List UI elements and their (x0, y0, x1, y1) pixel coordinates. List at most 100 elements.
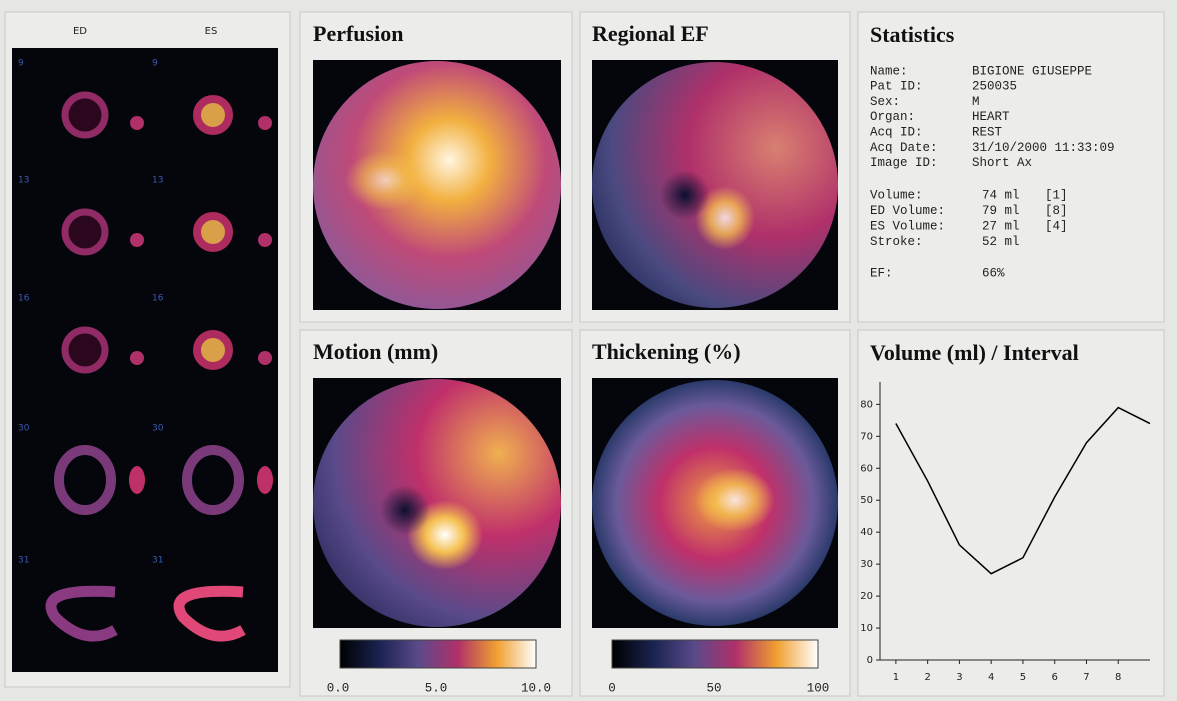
scale-label: 100 (807, 681, 830, 695)
cold-spot (380, 485, 430, 535)
stat-label: Name: (870, 64, 908, 78)
stat-value: 52 ml (982, 235, 1020, 249)
x-tick-label: 6 (1052, 672, 1058, 683)
stat-label: Image ID: (870, 156, 938, 170)
slice-blob (130, 233, 144, 247)
y-tick-label: 20 (860, 591, 873, 602)
stats-panel (857, 11, 1165, 323)
slice-label: 16 (152, 294, 164, 304)
slice-blob (129, 466, 145, 494)
slice-ring (193, 330, 233, 370)
map-title: Regional EF (592, 21, 709, 46)
y-tick-label: 10 (860, 623, 873, 634)
slice-ring (61, 91, 109, 139)
scale-label: 0 (608, 681, 616, 695)
y-tick-label: 40 (860, 527, 873, 538)
stat-label: Pat ID: (870, 80, 923, 94)
x-tick-label: 1 (893, 672, 899, 683)
slice-blob (130, 351, 144, 365)
map-title: Thickening (%) (592, 339, 741, 364)
chart-panel (857, 329, 1165, 697)
slice-label: 31 (18, 556, 29, 566)
chart-title: Volume (ml) / Interval (870, 340, 1079, 365)
volume-line (895, 406, 1151, 575)
stat-label: ES Volume: (870, 219, 945, 233)
stat-value: 79 ml (982, 204, 1020, 218)
hot-spot (345, 150, 425, 210)
x-tick-label: 5 (1020, 672, 1026, 683)
x-tick-label: 4 (988, 672, 994, 683)
stat-index: [4] (1045, 219, 1068, 233)
stat-value: 74 ml (982, 188, 1020, 202)
slice-blob (130, 116, 144, 130)
slice-blob (258, 233, 272, 247)
slice-ring (45, 585, 118, 642)
stat-value: 250035 (972, 80, 1017, 94)
cold-spot (660, 170, 710, 220)
slice-label: 9 (18, 59, 24, 69)
x-tick-label: 3 (956, 672, 962, 683)
slice-blob (258, 351, 272, 365)
y-tick-label: 50 (860, 495, 873, 506)
slice-label: 13 (152, 176, 163, 186)
scale-label: 5.0 (425, 681, 448, 695)
slice-label: 13 (18, 176, 29, 186)
hot-spot (695, 468, 775, 532)
stat-label: Acq ID: (870, 125, 923, 139)
stat-value: 27 ml (982, 219, 1020, 233)
stat-value: HEART (972, 110, 1010, 124)
slice-ring (61, 208, 109, 256)
stat-index: [1] (1045, 188, 1068, 202)
color-bar (611, 639, 819, 669)
polar-map (592, 62, 838, 308)
slice-ring (182, 445, 244, 515)
slice-ring (193, 95, 233, 135)
y-tick-label: 80 (860, 399, 873, 410)
stat-label: Organ: (870, 110, 915, 124)
polar-map (313, 61, 561, 309)
slice-label: 9 (152, 59, 158, 69)
slice-label: 31 (152, 556, 163, 566)
slice-ring (173, 585, 246, 642)
y-tick-label: 30 (860, 559, 873, 570)
map-title: Perfusion (313, 21, 403, 46)
y-tick-label: 0 (867, 655, 873, 666)
x-tick-label: 7 (1083, 672, 1089, 683)
stat-label: Sex: (870, 95, 900, 109)
stat-value: 66% (982, 266, 1005, 280)
hot-spot (695, 186, 755, 250)
y-tick-label: 70 (860, 431, 873, 442)
column-header: ED (73, 26, 87, 37)
scale-label: 0.0 (327, 681, 350, 695)
slice-ring (61, 326, 109, 374)
slice-label: 16 (18, 294, 30, 304)
stat-value: M (972, 95, 980, 109)
stat-label: Stroke: (870, 235, 923, 249)
scale-label: 50 (706, 681, 721, 695)
color-bar (339, 639, 537, 669)
stat-value: Short Ax (972, 156, 1032, 170)
slice-blob (257, 466, 273, 494)
slice-label: 30 (152, 424, 164, 434)
stats-title: Statistics (870, 22, 955, 47)
stat-label: ED Volume: (870, 204, 945, 218)
slice-image (12, 48, 278, 672)
stat-label: EF: (870, 266, 893, 280)
slice-ring (193, 212, 233, 252)
slice-blob (258, 116, 272, 130)
scale-label: 10.0 (521, 681, 551, 695)
stat-value: REST (972, 125, 1003, 139)
x-tick-label: 8 (1115, 672, 1121, 683)
stat-value: 31/10/2000 11:33:09 (972, 141, 1115, 155)
y-tick-label: 60 (860, 463, 873, 474)
stat-label: Volume: (870, 188, 923, 202)
map-title: Motion (mm) (313, 339, 438, 364)
column-header: ES (205, 26, 218, 37)
slice-ring (54, 445, 116, 515)
stat-index: [8] (1045, 204, 1068, 218)
stat-value: BIGIONE GIUSEPPE (972, 64, 1092, 78)
x-tick-label: 2 (924, 672, 930, 683)
stat-label: Acq Date: (870, 141, 938, 155)
slice-label: 30 (18, 424, 30, 434)
